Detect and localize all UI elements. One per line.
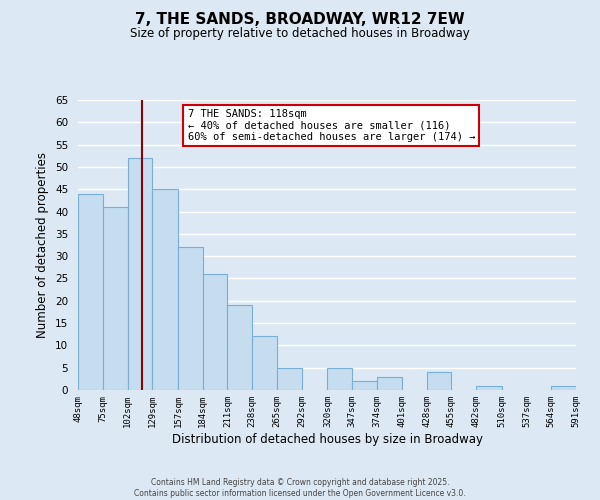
Bar	[551, 386, 576, 390]
Text: 7 THE SANDS: 118sqm
← 40% of detached houses are smaller (116)
60% of semi-detac: 7 THE SANDS: 118sqm ← 40% of detached ho…	[188, 108, 475, 142]
Bar	[178, 247, 203, 390]
Bar	[476, 386, 502, 390]
Bar	[152, 189, 178, 390]
Bar	[227, 305, 252, 390]
Text: Size of property relative to detached houses in Broadway: Size of property relative to detached ho…	[130, 28, 470, 40]
Y-axis label: Number of detached properties: Number of detached properties	[37, 152, 49, 338]
Text: 7, THE SANDS, BROADWAY, WR12 7EW: 7, THE SANDS, BROADWAY, WR12 7EW	[135, 12, 465, 28]
Bar	[252, 336, 277, 390]
Bar	[203, 274, 227, 390]
Bar	[377, 376, 402, 390]
Bar	[128, 158, 152, 390]
X-axis label: Distribution of detached houses by size in Broadway: Distribution of detached houses by size …	[172, 432, 482, 446]
Bar	[328, 368, 352, 390]
Bar	[427, 372, 451, 390]
Bar	[78, 194, 103, 390]
Bar	[352, 381, 377, 390]
Bar	[103, 207, 128, 390]
Text: Contains HM Land Registry data © Crown copyright and database right 2025.
Contai: Contains HM Land Registry data © Crown c…	[134, 478, 466, 498]
Bar	[277, 368, 302, 390]
